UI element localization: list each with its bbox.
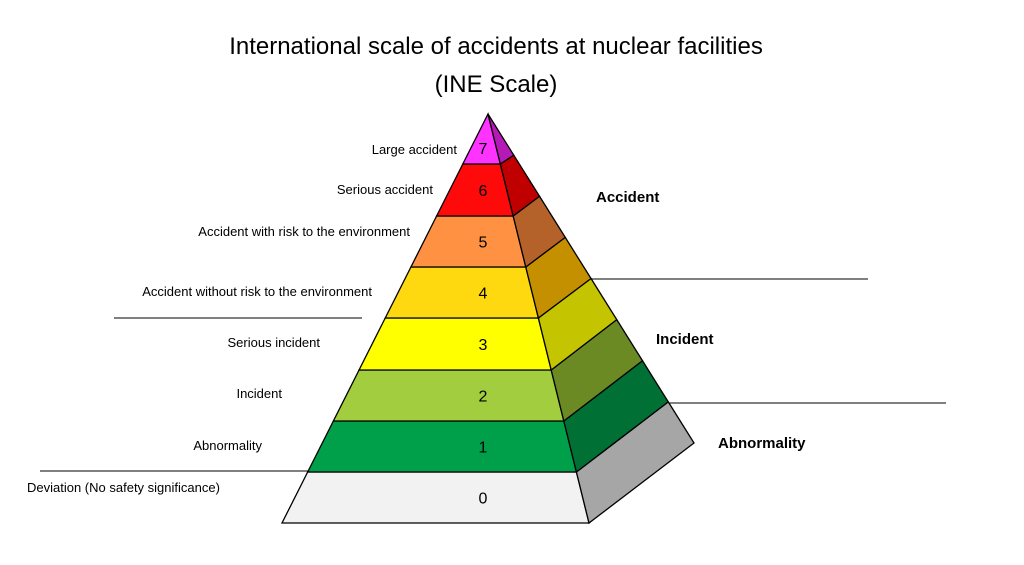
level-label-5: Accident with risk to the environment xyxy=(198,224,410,239)
level-number-2: 2 xyxy=(479,389,488,406)
pyramid: 0 1 2 3 4 5 6 7 xyxy=(280,112,695,525)
level-label-3: Serious incident xyxy=(228,335,321,350)
level-label-6: Serious accident xyxy=(337,182,433,197)
level-number-4: 4 xyxy=(479,286,488,303)
level-5-front-face xyxy=(409,215,527,268)
level-label-4: Accident without risk to the environment xyxy=(142,284,372,299)
level-number-0: 0 xyxy=(479,491,488,508)
level-label-7: Large accident xyxy=(372,142,458,157)
level-number-5: 5 xyxy=(479,235,488,252)
level-label-2: Incident xyxy=(236,386,282,401)
category-abnormality: Abnormality xyxy=(718,435,806,452)
title-line-1: International scale of accidents at nucl… xyxy=(229,33,763,60)
level-number-1: 1 xyxy=(479,440,488,457)
category-incident: Incident xyxy=(656,331,714,348)
level-number-7: 7 xyxy=(479,141,488,158)
level-3-front-face xyxy=(358,317,553,371)
level-7-side-face xyxy=(487,113,515,166)
level-0-front-face xyxy=(280,471,590,524)
level-label-0: Deviation (No safety significance) xyxy=(27,480,220,495)
title-line-2: (INE Scale) xyxy=(435,71,558,98)
level-number-6: 6 xyxy=(479,183,488,200)
level-2-front-face xyxy=(332,369,565,422)
level-1-front-face xyxy=(306,420,578,473)
level-number-3: 3 xyxy=(479,337,488,354)
level-4-front-face xyxy=(384,266,540,319)
level-label-1: Abnormality xyxy=(193,438,262,453)
category-accident: Accident xyxy=(596,189,659,206)
